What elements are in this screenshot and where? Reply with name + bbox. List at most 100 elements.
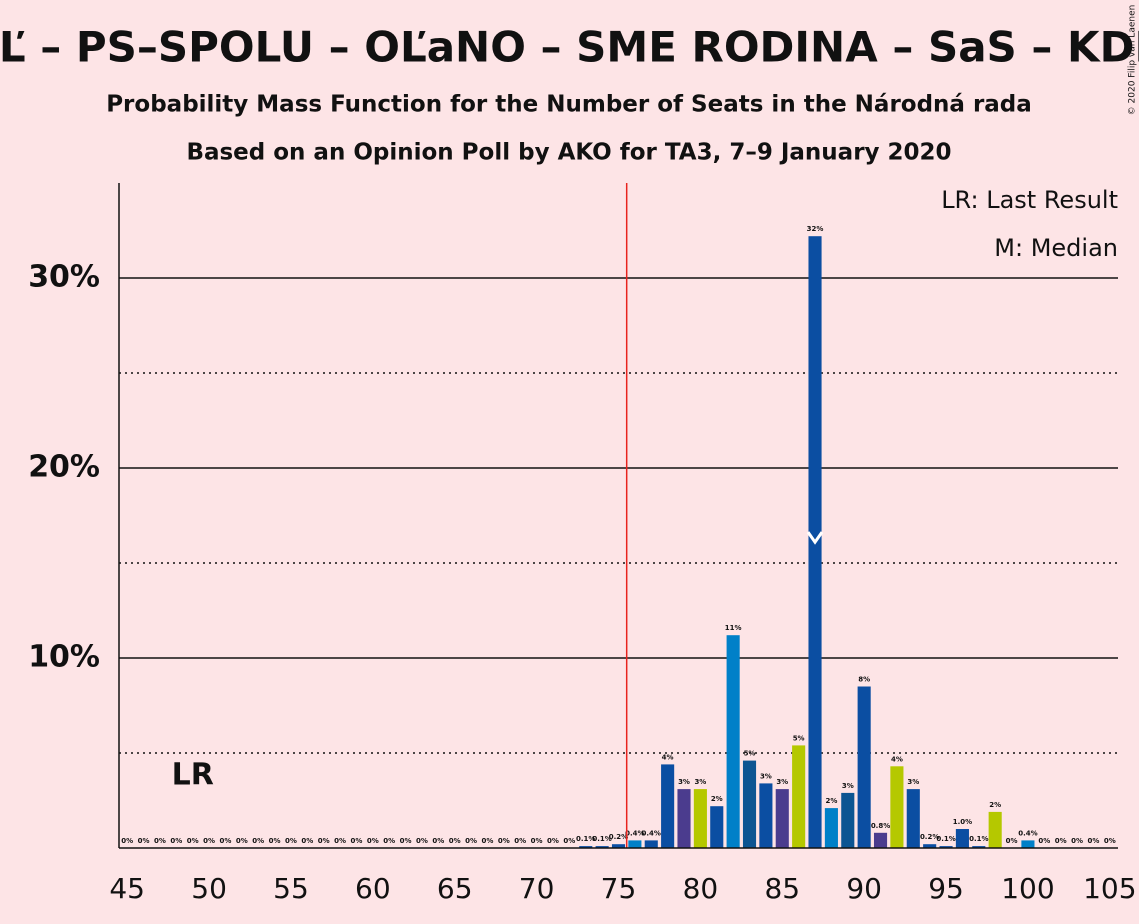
bar bbox=[972, 846, 986, 848]
value-label: 0% bbox=[1087, 837, 1099, 845]
y-tick-label: 30% bbox=[28, 260, 100, 295]
bar bbox=[710, 806, 724, 848]
x-tick-label: 80 bbox=[683, 872, 719, 905]
value-label: 3% bbox=[694, 778, 706, 786]
value-label: 0% bbox=[531, 837, 543, 845]
value-label: 0% bbox=[269, 837, 281, 845]
bar bbox=[873, 832, 888, 848]
x-tick-label: 60 bbox=[355, 872, 391, 905]
value-label: 0% bbox=[318, 837, 330, 845]
value-label: 5% bbox=[744, 750, 756, 758]
last-result-label: LR bbox=[172, 758, 214, 793]
x-tick-label: 75 bbox=[601, 872, 637, 905]
value-label: 0% bbox=[351, 837, 363, 845]
bar bbox=[988, 811, 1002, 848]
value-label: 0% bbox=[383, 837, 395, 845]
value-label: 0.2% bbox=[609, 833, 628, 841]
y-tick-label: 20% bbox=[28, 450, 100, 485]
value-label: 0.1% bbox=[969, 835, 988, 843]
bar bbox=[775, 789, 789, 848]
value-label: 0% bbox=[367, 837, 379, 845]
bar bbox=[939, 846, 953, 848]
value-label: 0% bbox=[203, 837, 215, 845]
bar bbox=[742, 760, 757, 848]
value-label: 8% bbox=[858, 676, 870, 684]
value-label: 0% bbox=[514, 837, 526, 845]
bar bbox=[759, 783, 773, 848]
legend-entry: LR: Last Result bbox=[941, 186, 1118, 214]
value-label: 0% bbox=[170, 837, 182, 845]
value-label: 0% bbox=[138, 837, 150, 845]
value-label: 0% bbox=[482, 837, 494, 845]
bar bbox=[857, 686, 871, 848]
median-marker bbox=[806, 531, 824, 545]
value-label: 2% bbox=[711, 795, 723, 803]
value-label: 5% bbox=[793, 734, 805, 742]
value-label: 0% bbox=[154, 837, 166, 845]
bar bbox=[579, 846, 593, 848]
value-label: 0% bbox=[1071, 837, 1083, 845]
x-tick-label: 90 bbox=[846, 872, 882, 905]
value-label: 4% bbox=[662, 753, 674, 761]
value-label: 32% bbox=[807, 225, 824, 233]
bar bbox=[841, 792, 855, 848]
bar bbox=[923, 844, 937, 848]
bar bbox=[824, 808, 838, 848]
copyright: © 2020 Filip van Laenen bbox=[1128, 5, 1138, 116]
chart-subtitle: Based on an Opinion Poll by AKO for TA3,… bbox=[186, 140, 951, 166]
value-label: 0% bbox=[432, 837, 444, 845]
x-tick-label: 70 bbox=[519, 872, 555, 905]
value-label: 0% bbox=[285, 837, 297, 845]
value-label: 3% bbox=[842, 782, 854, 790]
x-tick-label: 50 bbox=[191, 872, 227, 905]
bar bbox=[661, 764, 675, 848]
value-label: 0% bbox=[220, 837, 232, 845]
value-label: 4% bbox=[891, 755, 903, 763]
value-label: 0.4% bbox=[625, 829, 644, 837]
bar bbox=[726, 635, 740, 848]
value-label: 0.1% bbox=[592, 835, 611, 843]
value-label: 0.4% bbox=[1018, 829, 1037, 837]
value-label: 0% bbox=[400, 837, 412, 845]
bar bbox=[611, 844, 626, 848]
x-tick-label: 45 bbox=[109, 872, 145, 905]
value-label: 2% bbox=[989, 801, 1001, 809]
value-label: 2% bbox=[825, 797, 837, 805]
x-tick-label: 105 bbox=[1083, 872, 1136, 905]
value-label: 0.1% bbox=[936, 835, 955, 843]
value-label: 0% bbox=[252, 837, 264, 845]
value-label: 0% bbox=[1038, 837, 1050, 845]
value-label: 3% bbox=[907, 778, 919, 786]
value-label: 0% bbox=[1104, 837, 1116, 845]
x-tick-label: 85 bbox=[764, 872, 800, 905]
bar bbox=[890, 766, 904, 848]
value-label: 0% bbox=[416, 837, 428, 845]
value-label: 0% bbox=[301, 837, 313, 845]
x-tick-label: 65 bbox=[437, 872, 473, 905]
value-label: 0% bbox=[1055, 837, 1067, 845]
value-label: 1.0% bbox=[953, 818, 972, 826]
value-label: 3% bbox=[678, 778, 690, 786]
value-label: 0% bbox=[547, 837, 559, 845]
bar bbox=[906, 789, 920, 848]
bar bbox=[628, 840, 642, 848]
y-tick-label: 10% bbox=[28, 640, 100, 675]
value-label: 3% bbox=[760, 772, 772, 780]
x-tick-label: 55 bbox=[273, 872, 309, 905]
value-label: 3% bbox=[776, 778, 788, 786]
value-label: 11% bbox=[725, 624, 742, 632]
value-label: 0.1% bbox=[576, 835, 595, 843]
value-label: 0% bbox=[187, 837, 199, 845]
bar bbox=[677, 789, 691, 848]
value-label: 0% bbox=[121, 837, 133, 845]
bar bbox=[1021, 840, 1035, 848]
value-label: 0% bbox=[498, 837, 510, 845]
chart-subtitle: Probability Mass Function for the Number… bbox=[106, 92, 1032, 118]
bar bbox=[644, 840, 658, 848]
bar bbox=[693, 789, 707, 848]
bar bbox=[792, 745, 806, 848]
value-label: 0% bbox=[465, 837, 477, 845]
value-label: 0% bbox=[1006, 837, 1018, 845]
